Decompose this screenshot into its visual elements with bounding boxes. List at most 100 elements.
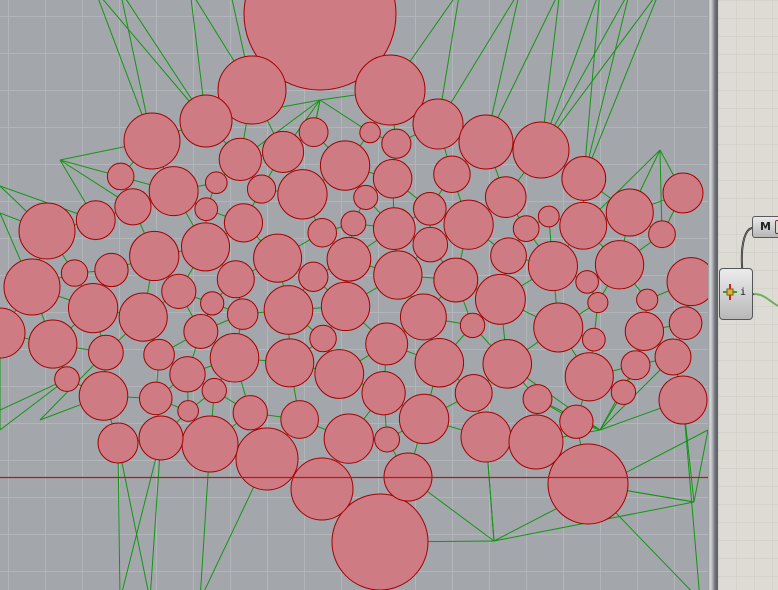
packed-circle [179, 94, 233, 148]
packed-circle [138, 415, 184, 461]
packed-circle [246, 174, 277, 204]
packed-circle [605, 188, 654, 237]
packed-circle [180, 222, 231, 272]
packed-circle [226, 298, 259, 330]
mesh-edge [583, 0, 657, 179]
packed-circle [365, 322, 409, 366]
packed-circle [433, 155, 471, 193]
mesh-edge [583, 0, 600, 179]
mesh-edge [102, 0, 207, 122]
packed-circle [490, 237, 527, 275]
packed-circle [508, 414, 564, 470]
packed-circle [319, 140, 371, 191]
packed-circle [412, 98, 464, 150]
packed-circle [88, 334, 124, 371]
packed-circle [326, 236, 372, 282]
packed-circle [575, 270, 599, 294]
packed-circle [54, 366, 80, 392]
packed-circle [666, 257, 708, 307]
packed-circle [114, 188, 152, 226]
packed-circle [458, 114, 514, 170]
packed-circle [359, 121, 381, 144]
mesh-edge [0, 378, 68, 431]
packed-circle [547, 443, 629, 525]
packed-circle [412, 191, 447, 226]
wire-output [753, 293, 778, 307]
packed-circle [624, 311, 665, 352]
packed-circle [181, 415, 239, 473]
packed-circle [658, 375, 708, 425]
packed-circle [309, 324, 337, 353]
packed-circle [381, 128, 412, 159]
packed-circle [194, 197, 219, 222]
packed-circle [298, 261, 329, 292]
packed-circle [277, 169, 328, 220]
packed-circle [298, 117, 329, 148]
packed-circle [263, 285, 314, 335]
packed-circle [374, 426, 401, 453]
packed-circle [235, 427, 299, 491]
packed-circle [454, 374, 493, 412]
packed-circle [200, 291, 225, 316]
packed-circle [620, 350, 651, 381]
packed-circle [253, 233, 303, 283]
grasshopper-canvas[interactable]: M i [718, 0, 778, 590]
mesh-edge [540, 0, 654, 151]
packed-circle [148, 166, 199, 217]
component-output-label: i [740, 287, 747, 298]
move-component[interactable]: i [719, 268, 753, 320]
mesh-edge [485, 0, 556, 143]
mesh-edge [693, 429, 708, 503]
packed-circle [28, 319, 78, 369]
packed-circle [668, 306, 703, 340]
packed-circle [223, 203, 264, 243]
packed-circle [581, 327, 606, 352]
packed-circle [373, 250, 423, 300]
packed-circle [18, 202, 76, 260]
rhino-viewport[interactable] [0, 0, 708, 590]
packed-circle [201, 377, 227, 404]
packed-circle [78, 371, 129, 421]
param-output-grip[interactable] [775, 220, 778, 234]
param-label: M [760, 220, 771, 233]
packed-circle [118, 292, 168, 342]
packed-circle [331, 493, 429, 590]
packed-circle [261, 130, 305, 173]
packed-circle [216, 260, 255, 299]
packed-circle [398, 393, 450, 445]
packed-circle [662, 172, 704, 214]
point-move-icon [723, 284, 737, 300]
packed-circle [232, 395, 268, 431]
param-component-m[interactable]: M [752, 216, 778, 238]
packed-circle [204, 171, 228, 195]
packed-circle [460, 411, 512, 463]
packed-circle [399, 293, 447, 341]
packed-circle [97, 422, 139, 464]
panel-splitter[interactable] [708, 0, 718, 590]
packed-circle [648, 220, 676, 249]
packed-circle [280, 400, 319, 439]
packed-circles [0, 0, 708, 590]
packed-circle [129, 230, 180, 282]
packed-circle [559, 201, 608, 250]
packed-circle [290, 457, 354, 521]
mesh-edge [659, 149, 663, 235]
packed-circle [636, 288, 659, 311]
packed-circle [138, 381, 173, 416]
packed-circle [559, 404, 594, 439]
packed-circle [414, 338, 465, 388]
packed-circle [594, 240, 645, 290]
packed-circle [340, 210, 367, 237]
mesh-edge [437, 0, 515, 125]
packed-circle [512, 215, 540, 242]
packed-circle [512, 121, 570, 179]
packed-circle [320, 281, 371, 332]
packed-circle [323, 413, 374, 464]
packed-circle [412, 226, 449, 263]
packed-circle [243, 0, 397, 91]
packed-circle [265, 338, 315, 388]
packed-circle [3, 258, 61, 316]
mesh-edge [150, 437, 162, 590]
packed-circle [67, 282, 119, 334]
packed-circle [587, 292, 609, 314]
